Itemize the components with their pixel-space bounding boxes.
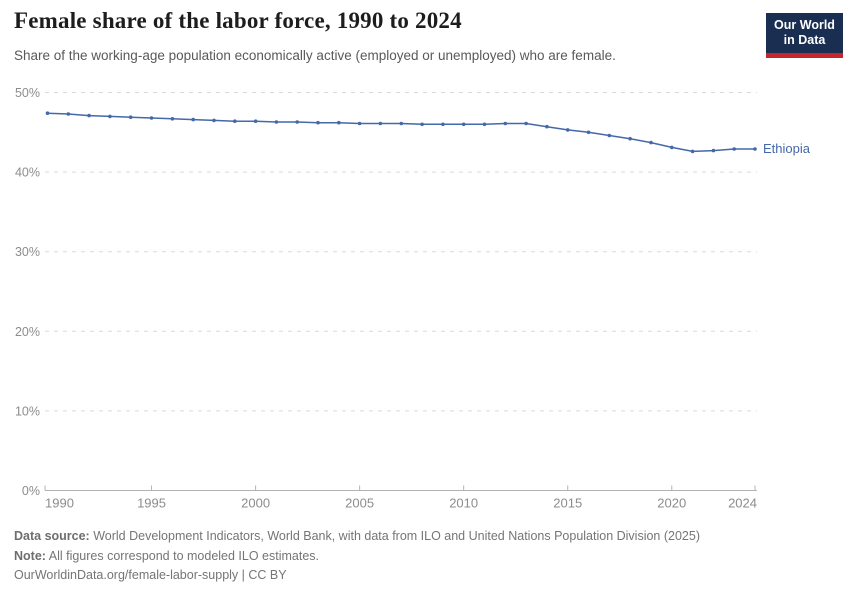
data-point <box>45 111 50 115</box>
data-point <box>753 147 757 151</box>
logo-line-1: Our World <box>774 18 835 33</box>
chart-footer: Data source: World Development Indicator… <box>14 527 836 586</box>
data-point <box>399 121 404 126</box>
data-point <box>586 130 591 135</box>
data-point <box>670 145 674 150</box>
data-point <box>66 112 71 116</box>
x-tick-label-2010: 2010 <box>449 496 478 511</box>
data-point <box>649 140 653 145</box>
data-point <box>378 121 383 126</box>
series-label-ethiopia: Ethiopia <box>763 141 810 156</box>
data-point <box>461 122 466 127</box>
note-label: Note: <box>14 548 46 563</box>
data-source-text: World Development Indicators, World Bank… <box>89 529 700 543</box>
data-point <box>545 124 549 129</box>
owid-logo: Our World in Data <box>766 13 843 58</box>
y-tick-label-30: 30% <box>15 245 40 259</box>
x-tick-label-2020: 2020 <box>657 496 686 511</box>
data-point <box>607 133 612 138</box>
data-point <box>524 121 528 126</box>
page-title: Female share of the labor force, 1990 to… <box>14 8 462 33</box>
citation-link: OurWorldinData.org/female-labor-supply |… <box>14 568 287 582</box>
x-tick-label-2015: 2015 <box>553 496 582 511</box>
y-tick-label-10: 10% <box>15 404 40 418</box>
data-point <box>690 149 695 154</box>
data-point <box>316 120 320 125</box>
x-tick-label-1995: 1995 <box>137 496 166 511</box>
x-tick-label-2024: 2024 <box>728 496 757 511</box>
x-tick-label-1990: 1990 <box>45 496 74 511</box>
logo-line-2: in Data <box>783 33 826 47</box>
data-point <box>87 113 91 118</box>
chart-subtitle: Share of the working-age population econ… <box>14 48 616 63</box>
data-point <box>295 120 300 124</box>
data-point <box>108 114 112 119</box>
data-point <box>482 122 487 127</box>
data-point <box>357 121 362 126</box>
data-point <box>337 120 341 125</box>
y-tick-label-40: 40% <box>15 166 40 180</box>
data-point <box>212 118 216 123</box>
y-tick-label-20: 20% <box>15 325 40 339</box>
data-point <box>128 115 133 119</box>
data-point <box>711 148 716 153</box>
data-point <box>441 122 445 127</box>
data-point <box>732 147 736 151</box>
x-tick-label-2000: 2000 <box>241 496 270 511</box>
data-point <box>420 122 424 127</box>
data-source-line: Data source: World Development Indicator… <box>14 527 836 547</box>
note-text: All figures correspond to modeled ILO es… <box>45 548 320 563</box>
data-point <box>233 119 237 123</box>
data-point <box>191 117 195 122</box>
y-tick-label-0: 0% <box>22 484 40 498</box>
note-line: Note: All figures correspond to modeled … <box>14 547 836 567</box>
data-source-label: Data source: <box>14 529 90 543</box>
data-point <box>503 121 508 126</box>
data-point <box>170 117 175 121</box>
data-point <box>565 128 570 132</box>
data-point <box>274 120 279 124</box>
series-line-ethiopia <box>46 112 756 153</box>
y-tick-label-50: 50% <box>15 86 40 100</box>
data-point <box>628 136 632 141</box>
data-point <box>149 116 154 120</box>
x-tick-label-2005: 2005 <box>345 496 374 511</box>
data-point <box>253 119 258 123</box>
